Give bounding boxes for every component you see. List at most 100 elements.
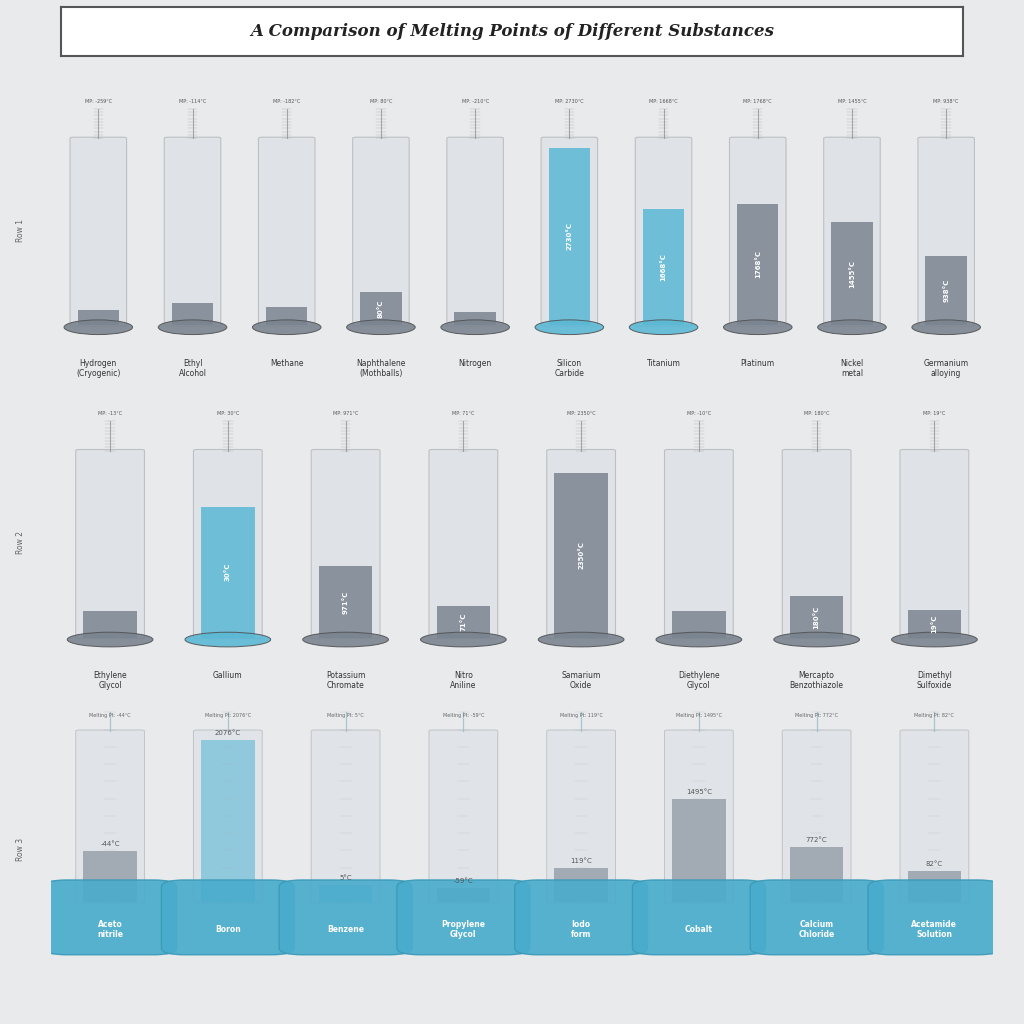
FancyBboxPatch shape: [751, 880, 883, 954]
Bar: [201, 507, 255, 638]
FancyBboxPatch shape: [258, 137, 315, 327]
Text: Melting Pt: -44°C: Melting Pt: -44°C: [89, 713, 131, 718]
Text: Hydrogen
(Cryogenic): Hydrogen (Cryogenic): [76, 358, 121, 378]
Text: MP: -114°C: MP: -114°C: [179, 98, 206, 103]
Bar: [83, 851, 137, 902]
FancyBboxPatch shape: [429, 730, 498, 903]
Text: 180°C: 180°C: [814, 605, 819, 629]
Text: Melting Pt: 5°C: Melting Pt: 5°C: [328, 713, 364, 718]
Text: 1768°C: 1768°C: [755, 251, 761, 279]
Text: Row 3: Row 3: [16, 839, 25, 861]
Text: MP: 19°C: MP: 19°C: [924, 411, 945, 416]
Text: MP: 1455°C: MP: 1455°C: [838, 98, 866, 103]
Text: Germanium
alloying: Germanium alloying: [924, 358, 969, 378]
Bar: [78, 310, 119, 326]
Bar: [907, 871, 962, 902]
Text: MP: 71°C: MP: 71°C: [453, 411, 474, 416]
Text: Titanium: Titanium: [646, 358, 681, 368]
Bar: [83, 611, 137, 638]
Bar: [672, 611, 726, 638]
Text: 19°C: 19°C: [932, 614, 937, 633]
Text: MP: -182°C: MP: -182°C: [273, 98, 300, 103]
Text: -44°C: -44°C: [100, 841, 120, 847]
Text: Nickel
metal: Nickel metal: [841, 358, 863, 378]
FancyBboxPatch shape: [515, 880, 647, 954]
Ellipse shape: [159, 319, 226, 335]
Bar: [172, 303, 213, 326]
Text: Methane: Methane: [270, 358, 303, 368]
Text: 5°C: 5°C: [339, 874, 352, 881]
Bar: [318, 566, 373, 638]
Bar: [436, 606, 490, 638]
Text: MP: 180°C: MP: 180°C: [804, 411, 829, 416]
FancyBboxPatch shape: [280, 880, 412, 954]
Text: Boron: Boron: [215, 925, 241, 934]
Text: Silicon
Carbide: Silicon Carbide: [554, 358, 585, 378]
Text: 71°C: 71°C: [461, 612, 466, 631]
Text: Melting Pt: 772°C: Melting Pt: 772°C: [796, 713, 838, 718]
Text: MP: 30°C: MP: 30°C: [217, 411, 239, 416]
Ellipse shape: [441, 319, 509, 335]
Bar: [790, 847, 844, 902]
Text: 971°C: 971°C: [343, 591, 348, 613]
Text: 119°C: 119°C: [570, 858, 592, 864]
Text: Melting Pt: 82°C: Melting Pt: 82°C: [914, 713, 954, 718]
Ellipse shape: [347, 319, 415, 335]
FancyBboxPatch shape: [782, 450, 851, 639]
Bar: [737, 204, 778, 326]
Ellipse shape: [892, 632, 977, 647]
FancyBboxPatch shape: [194, 730, 262, 903]
FancyBboxPatch shape: [918, 137, 975, 327]
Ellipse shape: [303, 632, 388, 647]
Text: Row 2: Row 2: [16, 531, 25, 554]
Text: Gallium: Gallium: [213, 671, 243, 680]
Bar: [672, 800, 726, 902]
Text: MP: 1768°C: MP: 1768°C: [743, 98, 772, 103]
Text: 80°C: 80°C: [378, 299, 384, 317]
Text: 938°C: 938°C: [943, 279, 949, 302]
Text: MP: -259°C: MP: -259°C: [85, 98, 112, 103]
FancyBboxPatch shape: [900, 450, 969, 639]
Text: Samarium
Oxide: Samarium Oxide: [561, 671, 601, 690]
Bar: [455, 312, 496, 326]
Ellipse shape: [724, 319, 792, 335]
Text: 2730°C: 2730°C: [566, 222, 572, 251]
Text: 772°C: 772°C: [806, 838, 827, 844]
Text: MP: 1668°C: MP: 1668°C: [649, 98, 678, 103]
FancyBboxPatch shape: [823, 137, 881, 327]
FancyBboxPatch shape: [635, 137, 692, 327]
Ellipse shape: [65, 319, 132, 335]
Text: MP: 80°C: MP: 80°C: [370, 98, 392, 103]
Text: 1455°C: 1455°C: [849, 260, 855, 288]
FancyBboxPatch shape: [76, 730, 144, 903]
Text: Melting Pt: -59°C: Melting Pt: -59°C: [442, 713, 484, 718]
FancyBboxPatch shape: [311, 730, 380, 903]
Ellipse shape: [774, 632, 859, 647]
Bar: [360, 292, 401, 326]
Bar: [266, 306, 307, 326]
Text: MP: -13°C: MP: -13°C: [98, 411, 122, 416]
Ellipse shape: [539, 632, 624, 647]
FancyBboxPatch shape: [547, 450, 615, 639]
Text: Calcium
Chloride: Calcium Chloride: [799, 920, 835, 939]
FancyBboxPatch shape: [541, 137, 598, 327]
Text: Iodo
form: Iodo form: [571, 920, 591, 939]
Text: -59°C: -59°C: [454, 879, 473, 885]
Text: Acetamide
Solution: Acetamide Solution: [911, 920, 957, 939]
Text: Platinum: Platinum: [740, 358, 775, 368]
Text: 30°C: 30°C: [225, 563, 230, 582]
FancyBboxPatch shape: [900, 730, 969, 903]
Ellipse shape: [421, 632, 506, 647]
FancyBboxPatch shape: [547, 730, 615, 903]
Text: Diethylene
Glycol: Diethylene Glycol: [678, 671, 720, 690]
Bar: [643, 209, 684, 326]
Text: Potassium
Chromate: Potassium Chromate: [326, 671, 366, 690]
FancyBboxPatch shape: [311, 450, 380, 639]
FancyBboxPatch shape: [665, 730, 733, 903]
Ellipse shape: [630, 319, 697, 335]
Ellipse shape: [536, 319, 603, 335]
Bar: [436, 889, 490, 902]
Text: 82°C: 82°C: [926, 861, 943, 867]
Text: Ethyl
Alcohol: Ethyl Alcohol: [178, 358, 207, 378]
FancyBboxPatch shape: [868, 880, 1000, 954]
